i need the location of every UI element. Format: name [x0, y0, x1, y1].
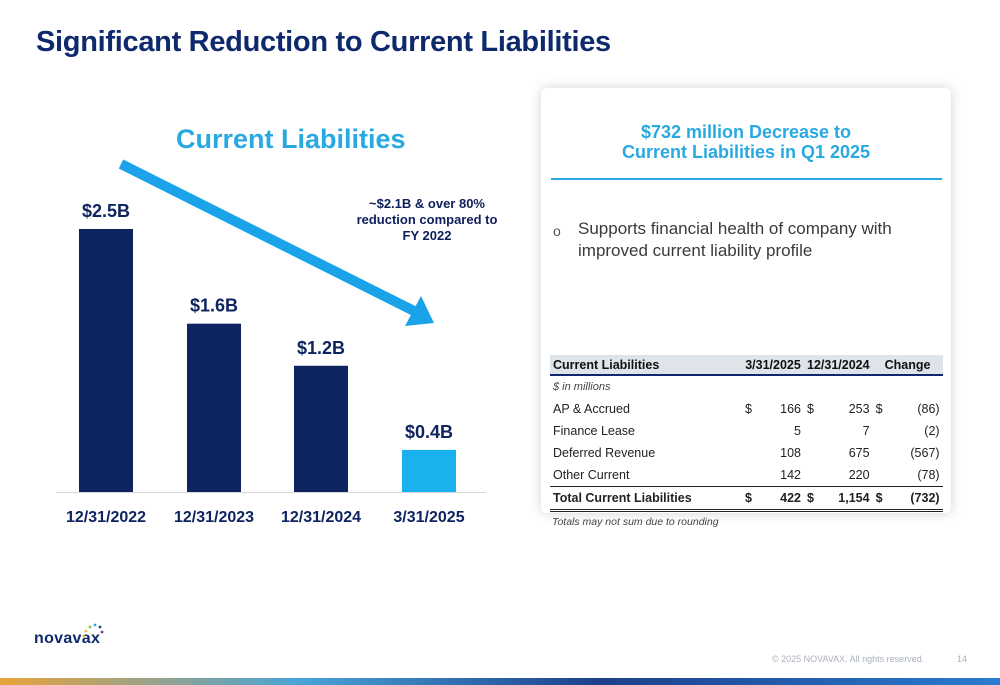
row-dollar: $	[875, 402, 883, 416]
table-units-row: $ in millions	[550, 375, 943, 398]
x-tick-label: 3/31/2025	[393, 509, 464, 526]
page-title: Significant Reduction to Current Liabili…	[36, 26, 611, 58]
total-label: Total Current Liabilities	[550, 486, 742, 512]
novavax-logo: novavax	[34, 630, 101, 647]
table-units: $ in millions	[553, 381, 611, 393]
row-dollar	[742, 420, 762, 442]
row-label: Deferred Revenue	[553, 446, 656, 460]
summary-card: $732 million Decrease to Current Liabili…	[541, 88, 951, 513]
row-dollar	[873, 464, 893, 487]
table-row: Finance Lease 5 7 (2)	[550, 420, 943, 442]
footer-gradient-bar	[0, 678, 1000, 685]
page-number: 14	[957, 654, 968, 664]
row-dollar: $	[745, 402, 752, 416]
row-dollar	[742, 464, 762, 487]
card-heading-line2: Current Liabilities in Q1 2025	[621, 142, 871, 162]
table-header-label: Current Liabilities	[550, 355, 742, 376]
x-tick-label: 12/31/2024	[281, 509, 361, 526]
chart-annotation: ~$2.1B & over 80% reduction compared to …	[356, 196, 498, 243]
card-divider	[551, 178, 942, 180]
row-dollar	[804, 420, 825, 442]
total-dollar: $	[742, 486, 762, 512]
row-dollar	[873, 420, 893, 442]
copyright: © 2025 NOVAVAX. All rights reserved.	[772, 654, 925, 664]
row-label: AP & Accrued	[553, 402, 630, 416]
total-value: (732)	[892, 486, 943, 512]
table-header-col3: Change	[872, 355, 943, 376]
total-value: 422	[762, 486, 804, 512]
bar-12/31/2022	[79, 229, 133, 492]
table-footnote: Totals may not sum due to rounding	[552, 516, 719, 528]
row-value: 7	[862, 424, 870, 438]
row-value: 253	[848, 402, 870, 416]
chart-title: Current Liabilities	[176, 124, 406, 154]
table-total-row: Total Current Liabilities $ 422 $ 1,154 …	[550, 486, 943, 512]
table-header-col1: 3/31/2025	[742, 355, 804, 376]
bar-12/31/2024	[294, 365, 348, 492]
row-dollar	[873, 442, 893, 464]
row-dollar	[804, 464, 825, 487]
data-label: $2.5B	[82, 201, 130, 221]
total-dollar: $	[872, 486, 893, 512]
row-label: Finance Lease	[553, 424, 636, 438]
card-heading: $732 million Decrease to Current Liabili…	[541, 122, 951, 162]
row-value: 166	[780, 402, 801, 416]
bar-3/31/2025	[402, 449, 456, 492]
trend-arrow-shaft	[118, 159, 421, 318]
row-dollar: $	[807, 402, 814, 416]
data-label: $1.2B	[297, 338, 345, 358]
x-tick-label: 12/31/2023	[174, 509, 254, 526]
row-value: (86)	[917, 402, 940, 416]
table-row: Other Current 142 220 (78)	[550, 464, 943, 487]
bullet-marker: o	[553, 223, 561, 239]
table-row: Deferred Revenue 108 675 (567)	[550, 442, 943, 464]
row-label: Other Current	[553, 468, 630, 482]
total-value: 1,154	[824, 486, 873, 512]
table-header-col2: 12/31/2024	[804, 355, 873, 376]
card-heading-line1: $732 million Decrease to	[640, 122, 852, 142]
trend-arrow-head	[405, 296, 434, 326]
row-value: (78)	[917, 468, 940, 482]
row-dollar	[804, 442, 825, 464]
row-value: (567)	[910, 446, 940, 460]
bar-chart: $2.5B 12/31/2022 $1.6B 12/31/2023 $1.2B 12/31…	[56, 159, 486, 526]
logo-dots-icon	[82, 623, 104, 638]
row-value: 108	[780, 446, 801, 460]
row-value: 5	[794, 424, 801, 438]
row-value: 142	[780, 468, 801, 482]
liabilities-table: Current Liabilities 3/31/2025 12/31/2024…	[550, 355, 943, 512]
table-header-row: Current Liabilities 3/31/2025 12/31/2024…	[550, 355, 943, 376]
x-tick-label: 12/31/2022	[66, 509, 146, 526]
row-value: 220	[848, 468, 870, 482]
row-value: (2)	[924, 424, 940, 438]
bar-12/31/2023	[187, 323, 241, 492]
table-row: AP & Accrued $ 166 $ 253 $ (86)	[550, 398, 943, 420]
bullet-text: Supports financial health of company wit…	[578, 219, 892, 260]
total-dollar: $	[804, 486, 825, 512]
data-label: $1.6B	[190, 296, 238, 316]
row-value: 675	[848, 446, 870, 460]
row-dollar	[742, 442, 762, 464]
data-label: $0.4B	[405, 422, 453, 442]
